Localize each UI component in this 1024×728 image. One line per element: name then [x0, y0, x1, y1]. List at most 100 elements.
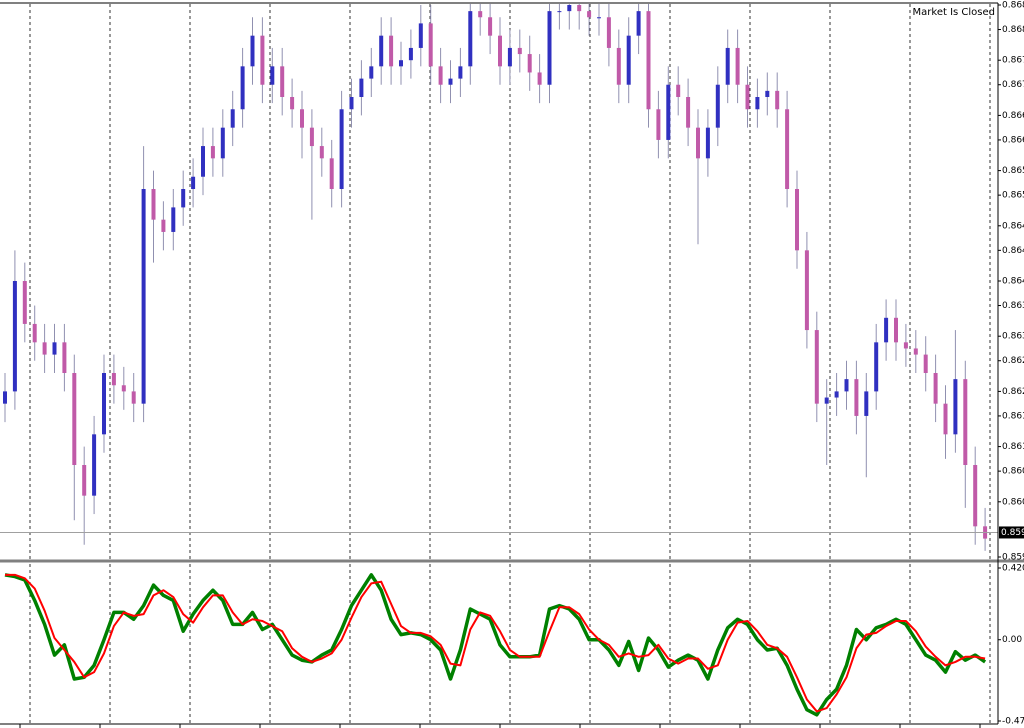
candle-body [379, 35, 384, 67]
candle-body [438, 66, 443, 85]
indicator-panel [4, 564, 991, 723]
candle-body [963, 379, 968, 465]
candle-body [884, 317, 889, 343]
candle-body [240, 66, 245, 110]
candle-body [874, 342, 879, 392]
y-tick-label: 0.8649 [1002, 221, 1024, 231]
candle-body [131, 391, 136, 404]
y-tick-label: 0.8613 [1002, 442, 1024, 452]
candle-body [468, 11, 473, 67]
candle-body [616, 47, 621, 85]
y-tick-label: 0.8676 [1002, 56, 1024, 66]
price-panel [0, 4, 998, 559]
candle-body [102, 373, 106, 435]
candle-body [458, 66, 463, 79]
y-tick-label: 0.00 [1002, 635, 1022, 645]
candle-body [408, 47, 413, 61]
current-price-box [999, 526, 1024, 539]
candle-body [349, 97, 354, 110]
candle-body [498, 35, 502, 67]
candle-body [290, 97, 295, 110]
candle-body [220, 127, 225, 159]
y-tick-label: 0.8667 [1002, 111, 1024, 121]
candle-body [804, 250, 809, 331]
candle-body [181, 189, 186, 208]
candle-body [161, 219, 166, 232]
candle-body [171, 207, 176, 232]
candle-body [834, 391, 839, 398]
candle-body [606, 17, 611, 48]
candle-body [943, 403, 948, 435]
candle-body [705, 127, 710, 159]
candle-body [537, 72, 542, 85]
candle-body [864, 391, 869, 416]
candle-body [488, 17, 493, 36]
candle-body [626, 35, 631, 85]
candle-body [418, 23, 423, 48]
y-tick-label: 0.8622 [1002, 387, 1024, 397]
candle-body [329, 158, 334, 189]
candle-body [527, 54, 532, 73]
y-tick-label: 0.8618 [1002, 411, 1024, 421]
candle-body [517, 47, 522, 55]
candle-body [3, 391, 7, 404]
candle-body [745, 84, 750, 110]
candle-body [92, 434, 97, 496]
candle-body [913, 348, 918, 355]
candle-body [141, 189, 146, 404]
candle-body [448, 78, 453, 85]
candle-body [72, 373, 77, 465]
y-tick-label: 0.8595 [1002, 553, 1024, 563]
axes: 0.8685 0.8681 0.8676 0.8672 0.8667 0.8663 0.86… [19, 1, 1024, 728]
candle-body [309, 127, 314, 147]
candle-body [587, 11, 592, 18]
candle-body [250, 35, 255, 67]
candle-body [389, 35, 394, 67]
candle-body [201, 146, 205, 177]
candle-body [814, 330, 819, 404]
candle-body [428, 23, 433, 67]
y-tick-label: 0.8685 [1002, 1, 1024, 11]
y-tick-label: 0.8658 [1002, 166, 1024, 176]
candle-body [300, 109, 304, 128]
candle-body [210, 146, 215, 159]
candle-body [52, 342, 57, 355]
candle-body [676, 84, 681, 97]
candle-body [478, 11, 483, 18]
candle-body [507, 47, 512, 67]
candle-body [399, 60, 403, 67]
candle-body [319, 146, 324, 159]
candle-body [785, 109, 790, 189]
candle-body [854, 379, 859, 416]
y-tick-label: 0.8609 [1002, 467, 1024, 477]
y-tick-label: 0.864 [1002, 277, 1024, 287]
candle-body [725, 47, 730, 85]
indicator-line [5, 573, 986, 713]
candle-body [795, 189, 799, 251]
y-tick-label: 0.4202 [1002, 564, 1024, 574]
candle-body [636, 11, 641, 36]
candle-body [82, 465, 87, 496]
candle-body [755, 97, 760, 110]
candle-body [844, 379, 849, 392]
candle-body [765, 90, 770, 97]
candle-body [735, 47, 740, 85]
candle-body [646, 11, 651, 110]
candle-body [577, 5, 582, 12]
candle-body [953, 379, 958, 435]
candle-body [270, 66, 275, 85]
candle-body [597, 17, 601, 19]
candle-body [903, 342, 908, 349]
candle-body [121, 385, 126, 392]
candle-body [824, 397, 829, 404]
market-status: Market Is Closed [913, 7, 995, 18]
y-tick-label: 0.8672 [1002, 80, 1024, 90]
candle-body [696, 127, 700, 159]
candle-body [32, 323, 37, 343]
candle-body [547, 11, 552, 85]
y-tick-label: 0.8654 [1002, 191, 1024, 201]
candle-body [933, 373, 938, 404]
y-tick-label: 0.8636 [1002, 301, 1024, 311]
candle-body [656, 109, 661, 140]
